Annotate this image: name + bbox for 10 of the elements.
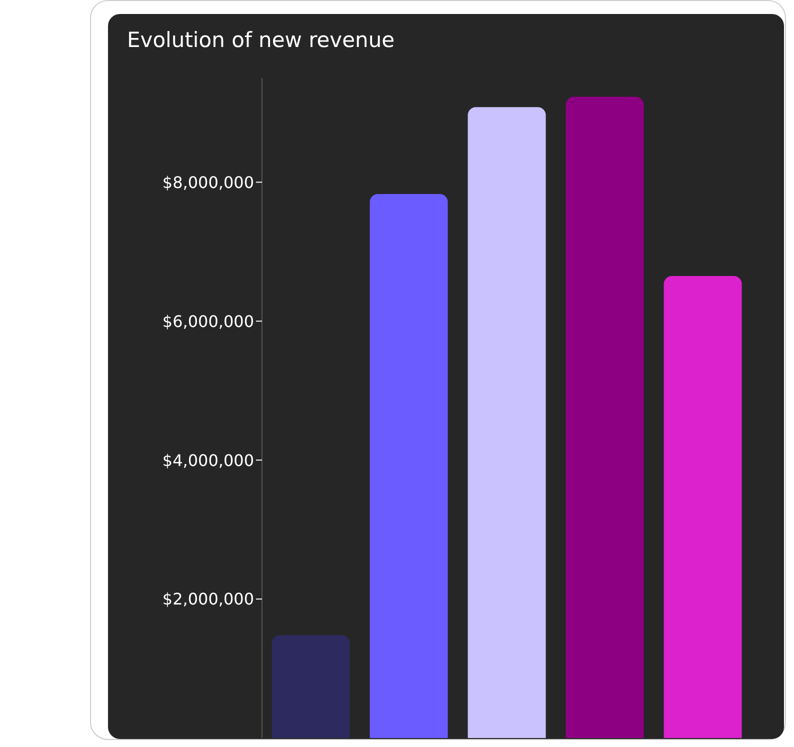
y-tick-label: $2,000,000 bbox=[162, 590, 254, 609]
bar bbox=[370, 194, 448, 738]
bar bbox=[566, 96, 644, 738]
chart-title: Evolution of new revenue bbox=[127, 28, 395, 52]
y-tick-label: $6,000,000 bbox=[162, 312, 254, 331]
bar bbox=[664, 276, 742, 738]
y-tick-label: $8,000,000 bbox=[162, 172, 254, 192]
y-tick-label: $4,000,000 bbox=[162, 450, 254, 470]
bar bbox=[272, 635, 350, 738]
bar bbox=[468, 107, 546, 738]
